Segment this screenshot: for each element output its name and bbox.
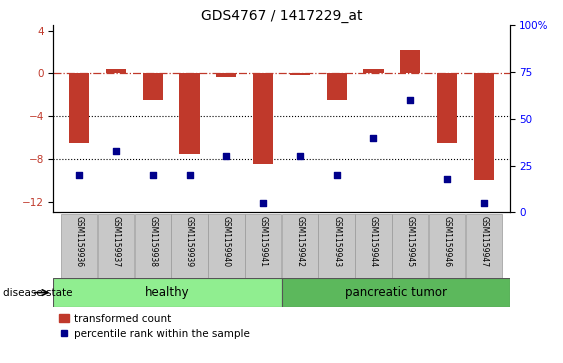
Bar — [142, 73, 163, 100]
Bar — [53, 278, 282, 307]
Point — [75, 172, 84, 178]
Bar — [400, 50, 421, 73]
Bar — [245, 214, 282, 278]
Point — [369, 135, 378, 140]
Text: GSM1159940: GSM1159940 — [222, 216, 231, 267]
Bar — [135, 214, 171, 278]
Bar — [319, 214, 355, 278]
Bar — [355, 214, 392, 278]
Bar — [253, 73, 273, 164]
Text: GSM1159945: GSM1159945 — [406, 216, 415, 267]
Text: GSM1159939: GSM1159939 — [185, 216, 194, 267]
Bar — [216, 73, 236, 77]
Bar — [208, 214, 244, 278]
Bar — [180, 73, 200, 154]
Text: GSM1159942: GSM1159942 — [296, 216, 305, 267]
Point — [443, 176, 452, 182]
Point — [222, 153, 231, 159]
Text: GSM1159944: GSM1159944 — [369, 216, 378, 267]
Text: GSM1159943: GSM1159943 — [332, 216, 341, 267]
Point — [258, 200, 267, 206]
Bar — [473, 73, 494, 180]
Bar — [69, 73, 90, 143]
Text: GSM1159941: GSM1159941 — [258, 216, 267, 267]
Bar — [171, 214, 208, 278]
Text: GSM1159947: GSM1159947 — [479, 216, 488, 267]
Bar — [98, 214, 134, 278]
Point — [332, 172, 341, 178]
Bar — [437, 73, 457, 143]
Bar — [429, 214, 465, 278]
Point — [479, 200, 488, 206]
Bar — [61, 214, 97, 278]
Bar — [327, 73, 347, 100]
Point — [111, 148, 120, 154]
Text: GSM1159938: GSM1159938 — [148, 216, 157, 267]
Bar — [392, 214, 428, 278]
Point — [296, 153, 305, 159]
Bar — [282, 278, 510, 307]
Text: GSM1159946: GSM1159946 — [443, 216, 452, 267]
Bar — [290, 73, 310, 74]
Text: GDS4767 / 1417229_at: GDS4767 / 1417229_at — [201, 9, 362, 23]
Point — [148, 172, 157, 178]
Bar — [363, 69, 383, 73]
Bar — [282, 214, 318, 278]
Point — [185, 172, 194, 178]
Text: healthy: healthy — [145, 286, 190, 299]
Bar — [466, 214, 502, 278]
Text: GSM1159936: GSM1159936 — [75, 216, 84, 267]
Legend: transformed count, percentile rank within the sample: transformed count, percentile rank withi… — [59, 314, 250, 339]
Text: GSM1159937: GSM1159937 — [111, 216, 120, 267]
Text: disease state: disease state — [3, 287, 72, 298]
Point — [406, 97, 415, 103]
Bar — [106, 69, 126, 73]
Text: pancreatic tumor: pancreatic tumor — [345, 286, 446, 299]
